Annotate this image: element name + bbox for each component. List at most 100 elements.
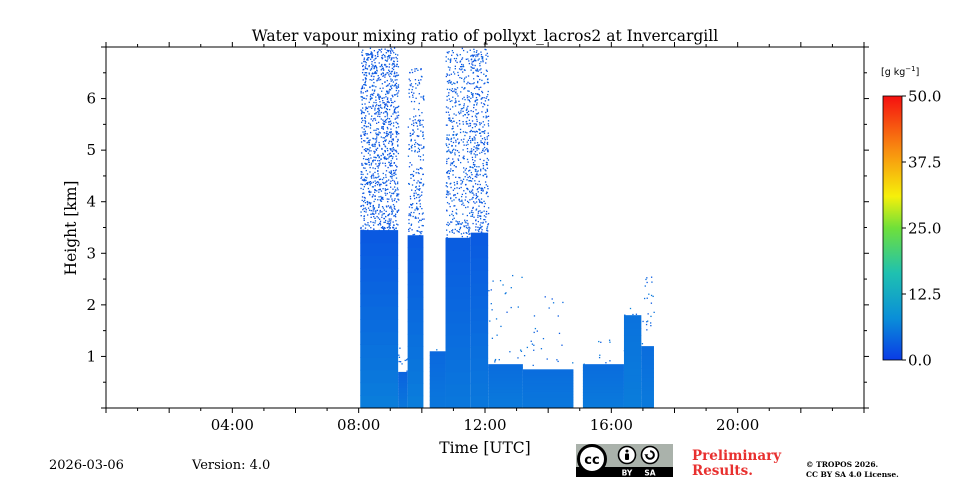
data-speck [417,147,420,149]
data-cell [470,257,489,271]
data-speck [415,122,418,124]
data-speck [420,219,422,222]
data-speck [449,67,451,69]
data-speck [476,68,478,70]
x-axis-ticks: 04:00 08:00 12:00 16:00 20:00 [105,42,865,434]
data-speck [459,61,461,63]
data-speck [471,213,474,216]
data-speck [642,320,644,323]
data-speck [368,181,370,183]
data-speck [383,212,386,215]
data-cell [407,247,424,261]
data-speck [451,213,453,215]
data-speck [394,84,396,87]
data-speck [397,195,399,197]
data-speck [646,297,648,299]
x-tick-label: 04:00 [211,416,254,434]
data-speck [363,155,365,158]
data-speck [467,222,469,225]
data-speck [416,209,419,211]
data-speck [454,149,457,151]
data-speck [583,363,585,365]
data-speck [380,195,382,198]
data-speck [413,197,416,200]
data-speck [455,141,457,143]
data-speck [475,223,477,225]
data-speck [481,229,483,231]
data-speck [476,85,478,87]
data-speck [408,92,410,94]
data-speck [380,111,382,114]
data-speck [382,213,384,215]
data-speck [372,145,374,147]
data-speck [449,151,451,153]
data-speck [391,70,393,72]
data-speck [470,211,473,213]
data-speck [475,130,478,132]
data-speck [483,143,485,146]
data-speck [413,192,415,194]
data-speck [480,102,483,104]
data-speck [464,221,466,223]
data-speck [366,59,368,61]
data-speck [453,113,455,115]
data-speck [391,165,393,167]
data-speck [418,83,421,85]
data-speck [449,214,451,217]
data-speck [391,198,393,200]
data-speck [360,141,363,143]
data-speck [391,143,394,145]
data-speck [394,215,396,217]
data-cell [445,237,471,251]
data-speck [370,216,372,219]
data-speck [417,69,419,71]
data-speck [536,330,538,332]
data-speck [478,132,481,135]
data-speck [360,187,362,190]
data-speck [461,193,464,196]
data-speck [385,205,388,207]
data-speck [647,320,649,322]
data-speck [450,119,453,122]
data-speck [464,169,466,171]
data-speck [470,180,473,182]
data-speck [466,187,469,190]
data-speck [468,229,470,231]
colorbar-tick-label: 37.5 [908,154,941,172]
data-speck [463,204,465,207]
data-speck [533,344,535,346]
data-speck [374,191,376,193]
data-speck [467,139,470,141]
data-cell [407,358,424,372]
data-speck [364,180,366,182]
data-speck [391,150,393,152]
data-speck [394,208,396,210]
data-speck [396,115,398,117]
data-speck [465,172,467,175]
data-speck [378,205,380,207]
data-speck [450,89,453,92]
data-speck [533,331,535,334]
data-speck [482,106,484,108]
data-speck [462,49,465,52]
data-speck [452,71,455,73]
cc-by-sa-license-badge[interactable]: cc BY SA [576,444,673,477]
data-speck [379,96,381,98]
data-speck [466,107,468,109]
data-speck [370,164,372,166]
data-speck [471,137,474,140]
data-speck [389,152,391,154]
data-speck [361,127,363,129]
data-speck [475,123,477,125]
data-speck [374,72,376,74]
data-speck [459,177,461,179]
data-speck [413,143,416,146]
data-speck [458,142,460,145]
data-speck [476,99,479,101]
data-speck [384,188,386,190]
y-axis-label: Height [km] [62,181,80,276]
data-cell [429,355,446,360]
data-speck [392,153,395,155]
data-speck [476,50,478,52]
data-speck [473,48,475,51]
